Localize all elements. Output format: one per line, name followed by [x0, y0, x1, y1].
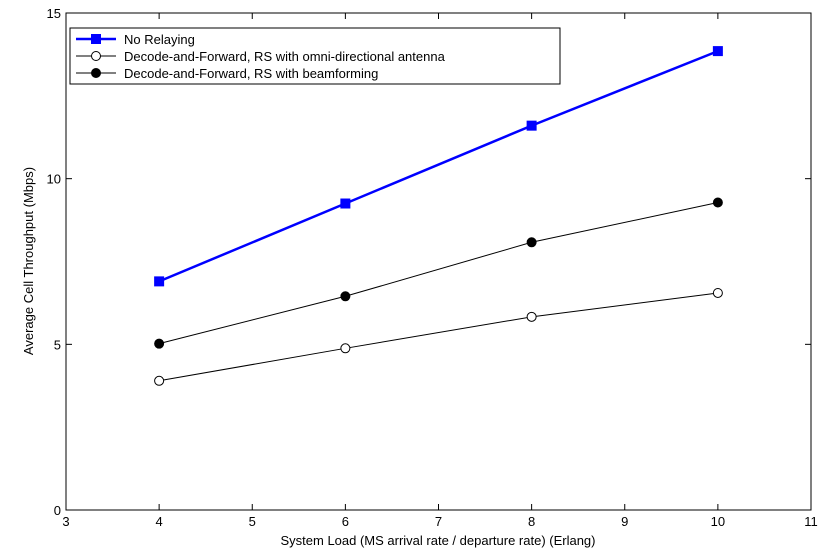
series-2 — [154, 287, 723, 386]
legend-label: Decode-and-Forward, RS with beamforming — [124, 66, 378, 81]
x-axis-label: System Load (MS arrival rate / departure… — [280, 533, 595, 548]
y-tick-label: 15 — [47, 6, 61, 21]
x-tick-label: 8 — [528, 514, 535, 529]
x-tick-label: 11 — [804, 514, 818, 529]
data-point — [154, 276, 165, 287]
x-tick-label: 6 — [342, 514, 349, 529]
legend-marker — [91, 51, 101, 61]
legend-item: Decode-and-Forward, RS with beamforming — [76, 66, 378, 81]
series-layer — [154, 46, 723, 386]
y-axis-ticks: 0 5 10 15 — [47, 6, 811, 518]
x-tick-label: 10 — [711, 514, 725, 529]
data-point — [340, 343, 351, 354]
x-tick-label: 9 — [621, 514, 628, 529]
data-point — [526, 120, 537, 131]
y-tick-label: 5 — [54, 337, 61, 352]
x-tick-label: 7 — [435, 514, 442, 529]
y-axis-label: Average Cell Throughput (Mbps) — [21, 167, 36, 355]
data-point — [340, 291, 351, 302]
legend: No Relaying Decode-and-Forward, RS with o… — [69, 27, 561, 85]
series-line — [159, 202, 718, 345]
legend-item: Decode-and-Forward, RS with omni-directi… — [76, 49, 446, 64]
legend-label: Decode-and-Forward, RS with omni-directi… — [124, 49, 446, 64]
legend-label: No Relaying — [124, 32, 195, 47]
x-tick-label: 4 — [156, 514, 163, 529]
y-tick-label: 0 — [54, 503, 61, 518]
plot-area — [65, 12, 812, 511]
legend-marker — [91, 34, 101, 44]
x-axis-ticks: 3 4 5 6 7 8 9 10 11 — [62, 13, 818, 529]
series-line — [159, 292, 718, 382]
data-point — [712, 287, 723, 298]
series-line — [158, 49, 719, 283]
data-point — [712, 46, 723, 57]
x-tick-label: 3 — [62, 514, 69, 529]
series-3 — [154, 197, 723, 349]
x-tick-label: 5 — [249, 514, 256, 529]
data-point — [154, 338, 165, 349]
data-point — [526, 237, 537, 248]
data-point — [712, 197, 723, 208]
data-point — [526, 311, 537, 322]
data-point — [154, 375, 165, 386]
y-tick-label: 10 — [47, 172, 61, 187]
legend-item: No Relaying — [76, 32, 195, 47]
data-point — [340, 198, 351, 209]
legend-marker — [91, 68, 101, 78]
legend-box — [69, 27, 561, 85]
series-1 — [154, 46, 723, 287]
